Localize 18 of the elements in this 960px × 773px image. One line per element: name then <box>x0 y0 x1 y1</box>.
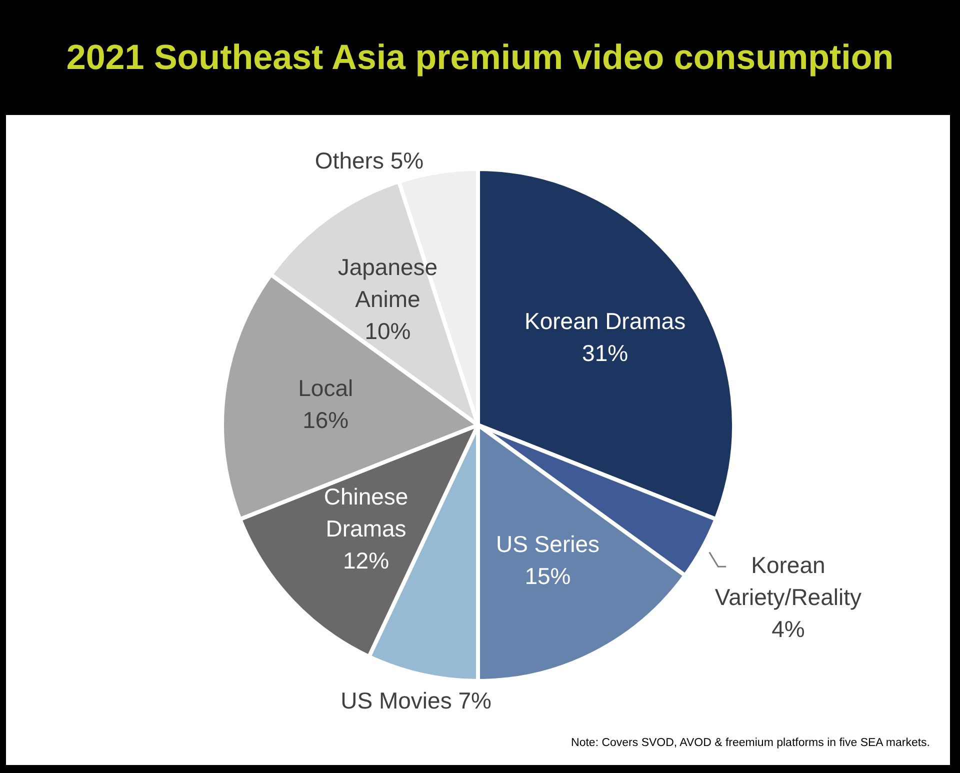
data-label: 5% <box>390 147 424 174</box>
slice-label: Japanese Anime <box>338 254 438 312</box>
data-label: 12% <box>343 547 390 574</box>
chart-title: 2021 Southeast Asia premium video consumption <box>65 37 895 79</box>
slice-label: Local <box>298 375 354 402</box>
slice-label: Others <box>314 147 384 174</box>
slice-label: Korean Dramas <box>524 308 686 334</box>
slice-label: US Series <box>496 531 600 558</box>
text: Note: Covers SVOD, AVOD & freemium platforms in five SEA markets. <box>571 737 930 749</box>
data-label: 7% <box>458 688 492 714</box>
slice-label: Korean Variety/Reality <box>714 552 862 610</box>
slice-label: Chinese Dramas <box>324 483 408 542</box>
data-label: 16% <box>302 407 349 434</box>
data-label: 10% <box>364 318 411 344</box>
data-label: 31% <box>582 340 628 366</box>
slice-label: US Movies <box>340 688 452 714</box>
data-label: 15% <box>524 563 571 590</box>
data-label: 4% <box>772 616 805 642</box>
